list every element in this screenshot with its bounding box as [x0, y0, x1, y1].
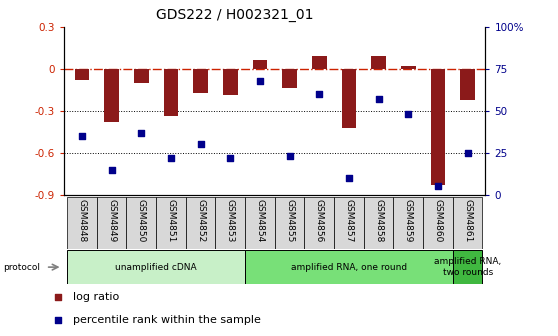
- Text: GSM4848: GSM4848: [78, 199, 86, 242]
- Text: GSM4853: GSM4853: [226, 199, 235, 243]
- Bar: [401, 66, 416, 69]
- Text: GSM4850: GSM4850: [137, 199, 146, 243]
- Text: amplified RNA,
two rounds: amplified RNA, two rounds: [434, 257, 501, 277]
- Point: [315, 91, 324, 97]
- Bar: [215, 197, 245, 249]
- Bar: [423, 197, 453, 249]
- Bar: [67, 197, 97, 249]
- Text: unamplified cDNA: unamplified cDNA: [116, 263, 197, 271]
- Point: [285, 154, 294, 159]
- Bar: [193, 69, 208, 93]
- Text: GSM4857: GSM4857: [344, 199, 353, 243]
- Bar: [371, 56, 386, 69]
- Point: [78, 133, 86, 139]
- Point: [256, 78, 264, 83]
- Point: [374, 96, 383, 102]
- Bar: [312, 56, 327, 69]
- Point: [166, 155, 175, 161]
- Point: [344, 175, 353, 181]
- Bar: [245, 250, 453, 284]
- Bar: [223, 69, 238, 95]
- Bar: [127, 197, 156, 249]
- Point: [463, 150, 472, 156]
- Bar: [453, 250, 483, 284]
- Point: [404, 112, 413, 117]
- Text: GSM4860: GSM4860: [434, 199, 442, 243]
- Text: GSM4859: GSM4859: [404, 199, 413, 243]
- Bar: [393, 197, 423, 249]
- Text: GDS222 / H002321_01: GDS222 / H002321_01: [156, 8, 313, 23]
- Text: amplified RNA, one round: amplified RNA, one round: [291, 263, 407, 271]
- Bar: [282, 69, 297, 88]
- Text: GSM4861: GSM4861: [463, 199, 472, 243]
- Text: GSM4856: GSM4856: [315, 199, 324, 243]
- Text: protocol: protocol: [3, 263, 40, 271]
- Bar: [75, 69, 89, 80]
- Bar: [134, 69, 149, 83]
- Text: log ratio: log ratio: [73, 292, 119, 302]
- Point: [196, 142, 205, 147]
- Point: [549, 232, 557, 237]
- Bar: [104, 69, 119, 122]
- Text: GSM4855: GSM4855: [285, 199, 294, 243]
- Bar: [431, 69, 445, 185]
- Bar: [67, 250, 245, 284]
- Bar: [275, 197, 305, 249]
- Bar: [163, 69, 179, 117]
- Bar: [305, 197, 334, 249]
- Bar: [245, 197, 275, 249]
- Bar: [156, 197, 186, 249]
- Bar: [453, 197, 483, 249]
- Point: [434, 184, 442, 189]
- Text: GSM4849: GSM4849: [107, 199, 116, 242]
- Bar: [460, 69, 475, 100]
- Text: GSM4858: GSM4858: [374, 199, 383, 243]
- Bar: [97, 197, 127, 249]
- Point: [226, 155, 235, 161]
- Point: [107, 167, 116, 172]
- Bar: [253, 60, 267, 69]
- Bar: [341, 69, 357, 128]
- Text: GSM4852: GSM4852: [196, 199, 205, 242]
- Text: percentile rank within the sample: percentile rank within the sample: [73, 314, 261, 325]
- Bar: [334, 197, 364, 249]
- Bar: [186, 197, 215, 249]
- Point: [137, 130, 146, 135]
- Bar: [364, 197, 393, 249]
- Point: [549, 30, 557, 35]
- Text: GSM4851: GSM4851: [166, 199, 175, 243]
- Text: GSM4854: GSM4854: [256, 199, 264, 242]
